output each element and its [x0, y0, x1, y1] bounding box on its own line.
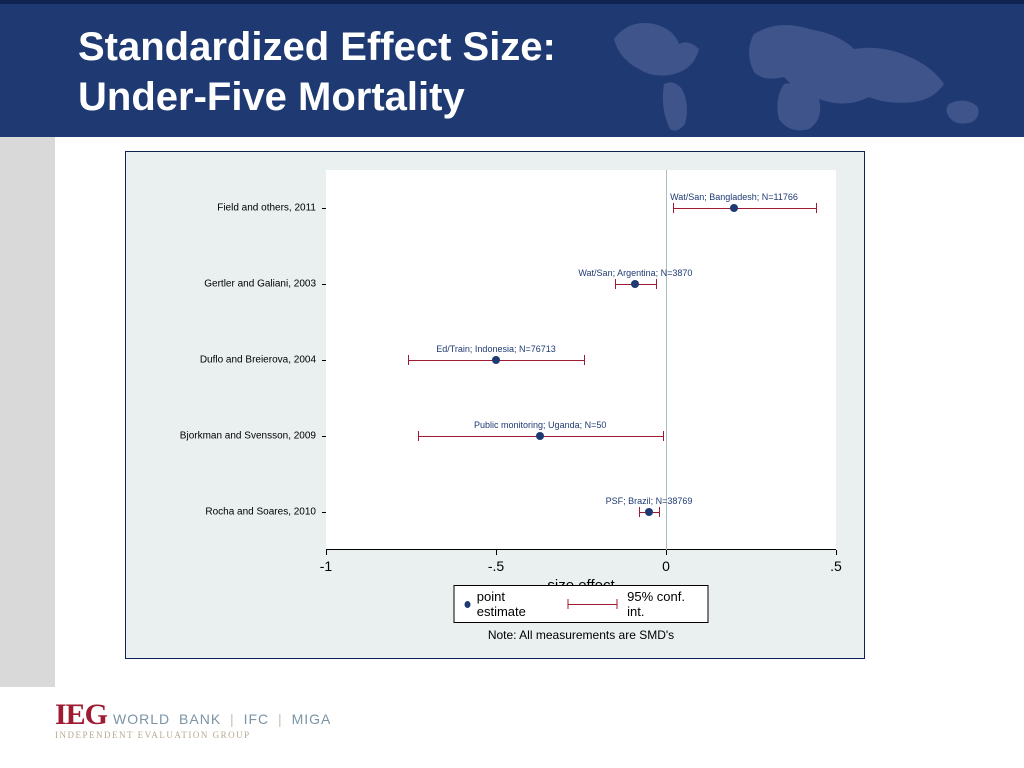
ieg-tail: WORLD BANK | IFC | MIGA: [113, 711, 331, 727]
study-label: Rocha and Soares, 2010: [126, 507, 316, 518]
legend-ci: 95% conf. int.: [567, 589, 697, 619]
legend-point-estimate: point estimate: [465, 589, 550, 619]
study-row: Duflo and Breierova, 2004 Ed/Train; Indon…: [126, 322, 836, 398]
y-tick: [322, 512, 326, 513]
study-row: Bjorkman and Svensson, 2009 Public monito…: [126, 398, 836, 474]
y-tick: [322, 436, 326, 437]
point-estimate: [492, 356, 500, 364]
x-tick-label: -.5: [488, 558, 504, 574]
forest-plot-frame: size effect point estimate 95% conf. int…: [125, 151, 865, 659]
ieg-mark: IEG: [55, 698, 107, 732]
slide-header: Standardized Effect Size: Under-Five Mor…: [0, 0, 1024, 137]
study-label: Field and others, 2011: [126, 203, 316, 214]
x-tick: [496, 550, 497, 555]
slide-body: size effect point estimate 95% conf. int…: [0, 137, 1024, 687]
left-gutter: [0, 137, 55, 687]
content-area: size effect point estimate 95% conf. int…: [55, 137, 1024, 687]
ci-cap: [673, 203, 674, 213]
point-estimate: [645, 508, 653, 516]
study-row: Rocha and Soares, 2010 PSF; Brazil; N=387…: [126, 474, 836, 550]
study-row: Gertler and Galiani, 2003 Wat/San; Argent…: [126, 246, 836, 322]
ci-cap: [615, 279, 616, 289]
study-annotation: Ed/Train; Indonesia; N=76713: [436, 344, 556, 354]
study-label: Bjorkman and Svensson, 2009: [126, 431, 316, 442]
study-annotation: Wat/San; Bangladesh; N=11766: [670, 192, 798, 202]
world-map-graphic: [594, 9, 1014, 137]
legend: point estimate 95% conf. int.: [454, 585, 709, 623]
ci-cap: [584, 355, 585, 365]
ieg-subtitle: INDEPENDENT EVALUATION GROUP: [55, 730, 331, 740]
ci-cap: [418, 431, 419, 441]
ci-cap: [663, 431, 664, 441]
study-label: Gertler and Galiani, 2003: [126, 279, 316, 290]
point-estimate: [631, 280, 639, 288]
x-tick-label: .5: [830, 558, 842, 574]
y-tick: [322, 208, 326, 209]
point-estimate: [536, 432, 544, 440]
ci-cap: [656, 279, 657, 289]
legend-ci-label: 95% conf. int.: [627, 589, 697, 619]
y-tick: [322, 284, 326, 285]
x-tick: [836, 550, 837, 555]
legend-ci-marker: [567, 604, 617, 605]
study-label: Duflo and Breierova, 2004: [126, 355, 316, 366]
x-tick: [666, 550, 667, 555]
ci-cap: [816, 203, 817, 213]
footer-logo: IEG WORLD BANK | IFC | MIGA INDEPENDENT …: [55, 698, 331, 740]
study-row: Field and others, 2011 Wat/San; Banglades…: [126, 170, 836, 246]
title-line-1: Standardized Effect Size:: [78, 25, 556, 69]
study-annotation: Wat/San; Argentina; N=3870: [578, 268, 692, 278]
ci-cap: [408, 355, 409, 365]
x-tick: [326, 550, 327, 555]
legend-point-marker: [465, 601, 471, 608]
chart-note: Note: All measurements are SMD's: [488, 628, 674, 642]
x-tick-label: -1: [320, 558, 332, 574]
study-annotation: PSF; Brazil; N=38769: [606, 496, 693, 506]
title-line-2: Under-Five Mortality: [78, 75, 465, 119]
forest-plot: size effect point estimate 95% conf. int…: [326, 170, 836, 550]
legend-point-label: point estimate: [477, 589, 549, 619]
y-tick: [322, 360, 326, 361]
x-tick-label: 0: [662, 558, 670, 574]
ci-cap: [659, 507, 660, 517]
study-annotation: Public monitoring; Uganda; N=50: [474, 420, 606, 430]
ci-bar: [673, 208, 816, 209]
ci-cap: [639, 507, 640, 517]
point-estimate: [730, 204, 738, 212]
